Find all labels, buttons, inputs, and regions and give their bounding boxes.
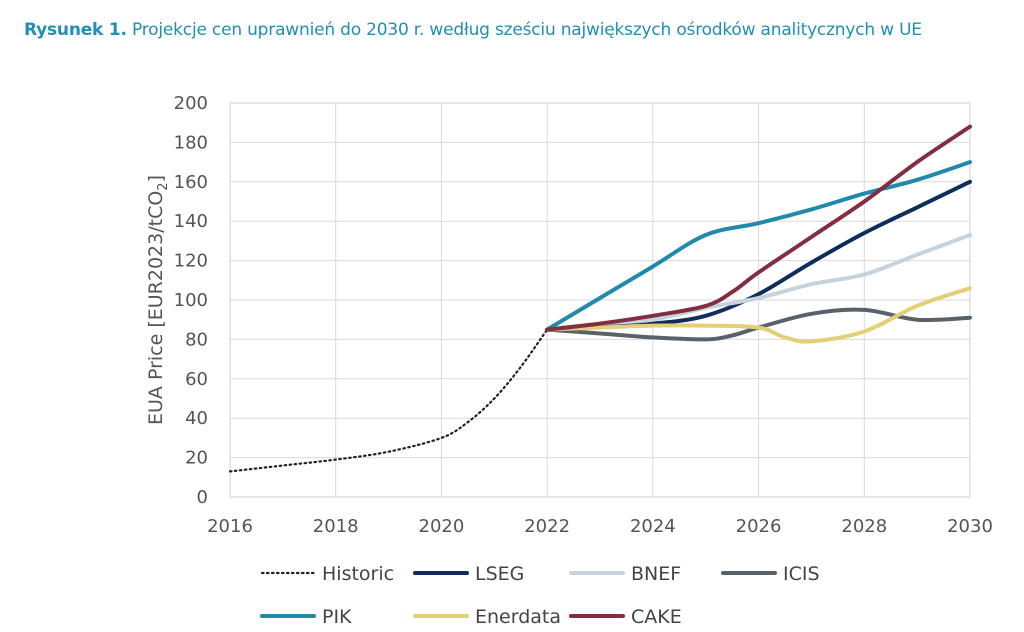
legend-label-pik: PIK	[322, 606, 352, 628]
figure-caption: Projekcje cen uprawnień do 2030 r. wedłu…	[132, 20, 922, 40]
y-tick-label: 120	[174, 251, 208, 272]
y-tick-label: 200	[174, 93, 208, 114]
x-axis-ticks: 2016 2018 2020 2022 2024 2026 2028 2030	[207, 516, 993, 537]
x-tick-label: 2026	[736, 516, 782, 537]
legend-label-historic: Historic	[322, 563, 394, 585]
y-tick-label: 100	[174, 290, 208, 311]
y-tick-label: 180	[174, 132, 208, 153]
y-axis-title: EUA Price [EUR2023/tCO2]	[145, 175, 171, 425]
series-line-enerdata	[545, 286, 972, 344]
series-line-cake	[545, 124, 972, 332]
series-line-pik	[545, 160, 972, 332]
y-tick-label: 140	[174, 211, 208, 232]
y-tick-label: 0	[197, 487, 208, 508]
x-tick-label: 2028	[841, 516, 887, 537]
legend-label-icis: ICIS	[783, 563, 820, 585]
x-tick-label: 2030	[947, 516, 993, 537]
series-layer	[228, 124, 972, 473]
y-axis-ticks: 0 20 40 60 80 100 120 140 160 180 200	[174, 93, 208, 508]
legend-label-bnef: BNEF	[631, 563, 681, 585]
series-line-historic	[228, 328, 549, 473]
x-tick-label: 2020	[419, 516, 465, 537]
figure-label: Rysunek 1.	[24, 20, 127, 40]
plot-border	[229, 102, 971, 498]
plot-frame	[229, 102, 971, 498]
y-tick-label: 20	[185, 448, 208, 469]
y-tick-label: 80	[185, 329, 208, 350]
legend-label-lseg: LSEG	[475, 563, 524, 585]
legend-label-enerdata: Enerdata	[475, 606, 561, 628]
x-tick-label: 2022	[524, 516, 570, 537]
x-tick-label: 2024	[630, 516, 676, 537]
figure-title: Rysunek 1. Projekcje cen uprawnień do 20…	[24, 20, 922, 40]
series-line-icis	[545, 307, 972, 342]
legend-label-cake: CAKE	[631, 606, 682, 628]
x-tick-label: 2016	[207, 516, 253, 537]
y-tick-label: 40	[185, 408, 208, 429]
y-tick-label: 60	[185, 369, 208, 390]
x-tick-label: 2018	[313, 516, 359, 537]
y-tick-label: 160	[174, 172, 208, 193]
chart-legend: Historic LSEG BNEF ICIS PIK Enerdata CAKE	[260, 563, 820, 628]
